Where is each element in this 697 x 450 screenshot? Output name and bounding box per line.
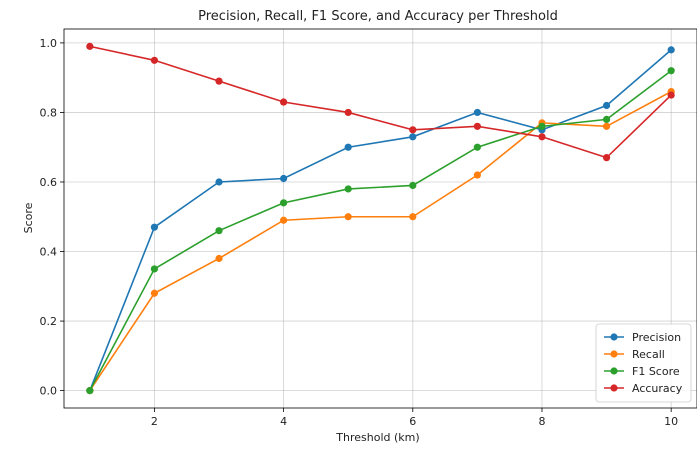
plot-frame <box>63 28 697 409</box>
data-point <box>409 181 417 190</box>
data-point <box>344 185 352 193</box>
y-tick-label: 0.6 <box>40 176 58 189</box>
y-tick-label: 0.4 <box>40 246 58 259</box>
data-point <box>344 108 352 117</box>
data-point <box>215 178 223 186</box>
series-line <box>89 45 672 159</box>
x-tick-label: 8 <box>538 415 545 428</box>
data-point <box>473 143 481 151</box>
data-point <box>215 254 223 263</box>
x-tick-label: 6 <box>409 415 416 428</box>
x-tick-label: 4 <box>280 415 287 428</box>
data-point <box>602 122 611 130</box>
data-point <box>86 387 94 395</box>
data-point <box>280 216 288 224</box>
data-point <box>409 133 417 141</box>
legend-marker <box>610 367 618 375</box>
data-point <box>473 122 481 130</box>
data-point <box>667 91 675 99</box>
y-tick-label: 0.8 <box>40 106 58 119</box>
data-point <box>150 265 159 273</box>
legend-box <box>595 323 692 403</box>
series-line <box>89 90 672 392</box>
data-point <box>215 77 223 85</box>
legend-label: Accuracy <box>632 382 683 395</box>
y-tick-label: 0.0 <box>40 385 58 398</box>
legend-marker <box>610 333 618 341</box>
data-point <box>344 143 352 151</box>
legend-label: Recall <box>632 348 665 361</box>
grid <box>64 29 697 408</box>
data-point <box>280 199 288 207</box>
x-axis-title: Threshold (km) <box>335 431 419 444</box>
x-tick-label: 2 <box>151 415 158 428</box>
data-point <box>409 126 417 134</box>
data-point <box>538 133 546 141</box>
legend-label: F1 Score <box>632 365 680 378</box>
series-line <box>89 70 672 391</box>
data-point <box>215 227 223 235</box>
series-line <box>89 49 672 391</box>
x-tick-label: 10 <box>664 415 678 428</box>
y-tick-label: 1.0 <box>40 37 58 50</box>
data-point <box>280 98 288 106</box>
data-point <box>344 213 352 221</box>
y-axis-title: Score <box>22 202 35 233</box>
data-point <box>150 289 159 297</box>
data-point <box>150 56 159 64</box>
chart-title: Precision, Recall, F1 Score, and Accurac… <box>198 9 558 24</box>
y-tick-label: 0.2 <box>40 315 58 328</box>
legend: Precision Recall F1 Score Accuracy <box>595 323 692 403</box>
data-point <box>602 115 611 124</box>
data-point <box>409 213 417 221</box>
data-point <box>150 223 159 231</box>
data-point <box>473 171 481 179</box>
legend-marker <box>610 350 618 358</box>
data-point <box>86 42 94 50</box>
data-point <box>602 101 611 110</box>
data-point <box>473 108 481 117</box>
legend-label: Precision <box>632 331 681 344</box>
data-point <box>667 46 675 54</box>
legend-marker <box>610 384 618 392</box>
data-point <box>667 67 675 75</box>
data-point <box>280 174 288 183</box>
data-point <box>602 154 611 162</box>
data-point <box>538 122 546 130</box>
